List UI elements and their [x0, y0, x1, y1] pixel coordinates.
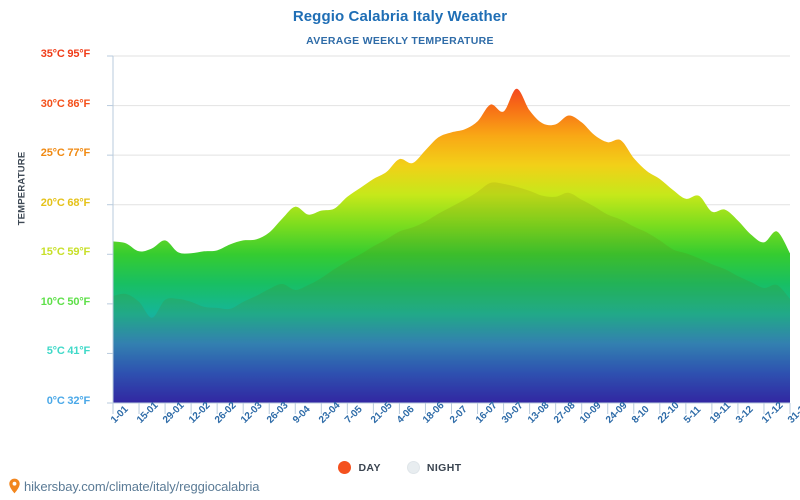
y-tick-label: 25°C 77°F [40, 147, 90, 160]
footer-url: hikersbay.com/climate/italy/reggiocalabr… [24, 478, 260, 494]
y-tick-label: 10°C 50°F [40, 295, 90, 308]
legend-item-day[interactable]: DAY [338, 461, 380, 474]
y-tick-label: 20°C 68°F [40, 196, 90, 209]
axes [107, 55, 791, 414]
legend-label-day: DAY [358, 461, 381, 474]
y-tick-label: 35°C 95°F [40, 48, 90, 60]
night-swatch-icon [406, 461, 420, 474]
legend-label-night: NIGHT [426, 461, 462, 474]
y-tick-label: 0°C 32°F [46, 395, 90, 407]
footer[interactable]: hikersbay.com/climate/italy/reggiocalabr… [8, 478, 260, 494]
y-tick-label: 30°C 86°F [40, 97, 90, 110]
y-tick-label: 15°C 59°F [40, 246, 90, 259]
page-title: Reggio Calabria Italy Weather [292, 8, 508, 25]
map-pin-icon [9, 478, 20, 494]
chart-legend: DAY NIGHT [0, 461, 800, 474]
legend-item-night[interactable]: NIGHT [406, 461, 462, 474]
day-swatch-icon [338, 461, 352, 474]
chart-subtitle: AVERAGE WEEKLY TEMPERATURE [306, 35, 494, 47]
y-tick-label: 5°C 41°F [46, 345, 90, 358]
